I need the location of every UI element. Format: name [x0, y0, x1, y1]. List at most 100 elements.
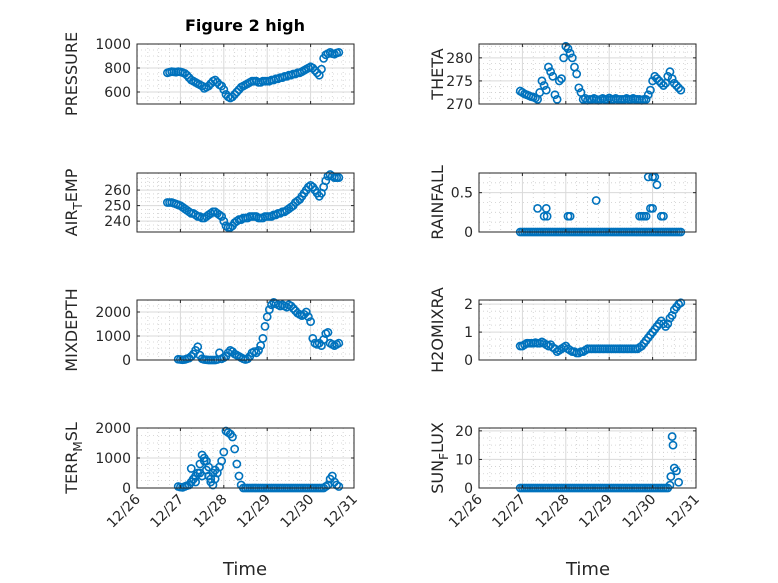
data-point — [334, 48, 344, 57]
x-tick-label: 12/28 — [533, 492, 573, 532]
data-point — [669, 78, 679, 88]
data-point — [665, 480, 675, 490]
data-point — [561, 41, 571, 51]
series-airtemp — [162, 170, 344, 232]
data-point — [646, 85, 655, 95]
data-point — [668, 440, 678, 450]
y-tick-label: 0 — [122, 353, 131, 369]
series-terrmsl — [173, 426, 344, 493]
data-point — [304, 312, 313, 322]
data-point — [550, 90, 560, 100]
data-point — [260, 321, 270, 331]
y-tick-label: 240 — [104, 214, 131, 230]
data-point — [254, 345, 263, 355]
y-tick-label: 1000 — [95, 329, 131, 345]
data-point — [554, 76, 564, 86]
data-point — [672, 81, 681, 90]
data-point — [182, 70, 192, 80]
data-point — [228, 92, 237, 102]
data-point — [317, 64, 326, 74]
y-tick-label: 800 — [104, 61, 131, 77]
y-axis-label: PRESSURE — [62, 32, 81, 116]
y-tick-label: 275 — [446, 74, 473, 90]
axes-box — [478, 43, 697, 105]
data-point — [537, 76, 547, 86]
x-tick-label: 12/29 — [234, 492, 274, 532]
data-point — [572, 69, 582, 79]
x-tick-label: 12/31 — [663, 492, 703, 532]
data-point — [334, 482, 344, 491]
data-point — [567, 53, 577, 63]
data-point — [334, 338, 344, 348]
y-tick-label: 1000 — [95, 451, 131, 467]
y-tick-label: 0 — [464, 225, 473, 241]
data-point — [539, 211, 549, 221]
data-point — [299, 309, 309, 319]
y-axis-label: MIXDEPTH — [62, 288, 81, 371]
y-tick-label: 2000 — [95, 421, 131, 437]
y-axis-label: AIRTEMP — [62, 168, 85, 236]
data-point — [219, 85, 229, 94]
y-tick-label: 10 — [455, 452, 473, 468]
data-point — [548, 71, 558, 81]
data-point — [230, 444, 240, 454]
axes-box — [136, 299, 355, 361]
data-point — [217, 456, 227, 466]
data-point — [264, 305, 274, 314]
data-point — [228, 432, 237, 442]
data-point — [667, 74, 677, 84]
y-tick-label: 1 — [464, 325, 473, 341]
data-point — [210, 465, 220, 475]
data-point — [197, 471, 207, 481]
data-point — [674, 477, 684, 487]
subplot-pressure: 600 800 1000 PRESSURE — [62, 32, 355, 116]
x-tick-label: 12/28 — [191, 492, 231, 532]
data-point — [258, 333, 268, 343]
x-tick-label: 12/26 — [104, 491, 144, 531]
data-point — [557, 74, 566, 84]
data-point — [308, 63, 318, 73]
data-point — [230, 90, 240, 99]
data-point — [288, 303, 298, 313]
y-axis-label: THETA — [428, 48, 447, 100]
data-point — [663, 319, 673, 329]
data-point — [674, 83, 684, 93]
data-point — [210, 75, 220, 85]
data-point — [672, 466, 681, 476]
axes-box — [136, 43, 355, 105]
data-point — [191, 477, 200, 487]
x-tick-label: 12/26 — [446, 491, 486, 531]
data-point — [667, 432, 677, 441]
data-point — [334, 173, 344, 183]
data-point — [652, 180, 662, 190]
y-tick-label: 600 — [104, 85, 131, 101]
axes-box — [136, 172, 355, 233]
x-axis-label-left: Time — [222, 559, 267, 580]
y-tick-label: 260 — [104, 183, 131, 199]
data-point — [204, 81, 214, 91]
data-point — [565, 211, 575, 221]
data-point — [217, 212, 227, 221]
y-tick-label: 2 — [464, 297, 473, 313]
axes-box — [478, 172, 697, 233]
x-tick-label: 12/27 — [489, 492, 529, 532]
y-axis-label: H2OMIXRA — [428, 287, 447, 373]
data-point — [286, 301, 296, 311]
axes-box — [478, 427, 697, 489]
data-point — [676, 298, 686, 308]
data-point — [574, 83, 584, 93]
y-tick-label: 2000 — [95, 305, 131, 321]
series-mixdepth — [173, 297, 344, 365]
data-point — [193, 342, 203, 352]
y-tick-label: 270 — [446, 97, 473, 113]
data-point — [541, 85, 551, 95]
data-point — [219, 447, 229, 457]
data-point — [565, 48, 575, 58]
data-point — [251, 348, 261, 358]
data-point — [234, 471, 244, 481]
y-axis-label: RAINFALL — [428, 165, 447, 240]
